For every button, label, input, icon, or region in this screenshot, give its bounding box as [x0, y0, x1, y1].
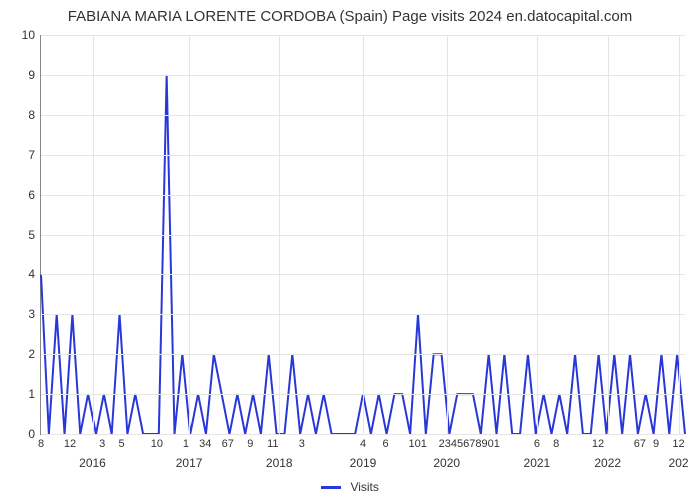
grid-line-v [93, 35, 94, 434]
grid-line-v [608, 35, 609, 434]
x-tick-label: 11 [267, 438, 278, 450]
x-tick-label: 8 [38, 438, 44, 450]
x-tick-label: 67 [634, 438, 646, 450]
y-tick-label: 3 [28, 307, 35, 321]
y-tick-label: 10 [22, 28, 35, 42]
y-tick-label: 2 [28, 347, 35, 361]
x-year-label: 2020 [433, 456, 460, 470]
x-year-label: 2019 [350, 456, 377, 470]
chart-container: FABIANA MARIA LORENTE CORDOBA (Spain) Pa… [0, 0, 700, 500]
y-tick-label: 9 [28, 68, 35, 82]
y-tick-label: 6 [28, 188, 35, 202]
grid-line-v [279, 35, 280, 434]
grid-line-v [189, 35, 190, 434]
x-tick-label: 1 [183, 438, 189, 450]
grid-line-v [679, 35, 680, 434]
x-tick-label: 5 [118, 438, 124, 450]
x-tick-label: 12 [672, 438, 684, 450]
x-tick-label: 8 [553, 438, 559, 450]
x-year-label: 2016 [79, 456, 106, 470]
x-year-label: 2017 [176, 456, 203, 470]
grid-line-v [363, 35, 364, 434]
x-tick-label: 34 [199, 438, 211, 450]
y-tick-label: 7 [28, 148, 35, 162]
y-tick-label: 1 [28, 387, 35, 401]
legend: Visits [0, 480, 700, 494]
grid-line-h [41, 434, 685, 435]
plot-area: 0123456789102016201720182019202020212022… [40, 35, 685, 435]
x-tick-label: 9 [653, 438, 659, 450]
y-tick-label: 5 [28, 228, 35, 242]
x-tick-label: 6 [382, 438, 388, 450]
x-tick-label: 4 [360, 438, 366, 450]
y-tick-label: 4 [28, 267, 35, 281]
x-tick-label: 3 [99, 438, 105, 450]
legend-swatch [321, 486, 341, 489]
grid-line-v [447, 35, 448, 434]
x-tick-label: 12 [592, 438, 604, 450]
y-tick-label: 8 [28, 108, 35, 122]
x-year-label: 2018 [266, 456, 293, 470]
chart-title: FABIANA MARIA LORENTE CORDOBA (Spain) Pa… [0, 8, 700, 25]
x-tick-label: 10 [151, 438, 163, 450]
x-tick-label: 101 [409, 438, 427, 450]
x-tick-label: 67 [222, 438, 234, 450]
x-year-label: 2021 [524, 456, 551, 470]
x-tick-label: 6 [534, 438, 540, 450]
grid-line-v [537, 35, 538, 434]
x-year-label: 202 [669, 456, 689, 470]
x-tick-label: 12 [64, 438, 76, 450]
x-year-label: 2022 [594, 456, 621, 470]
x-tick-label: 3 [299, 438, 305, 450]
x-tick-label: 9 [247, 438, 253, 450]
legend-label: Visits [350, 480, 378, 494]
y-tick-label: 0 [28, 427, 35, 441]
x-tick-label: 2345678901 [439, 438, 500, 450]
